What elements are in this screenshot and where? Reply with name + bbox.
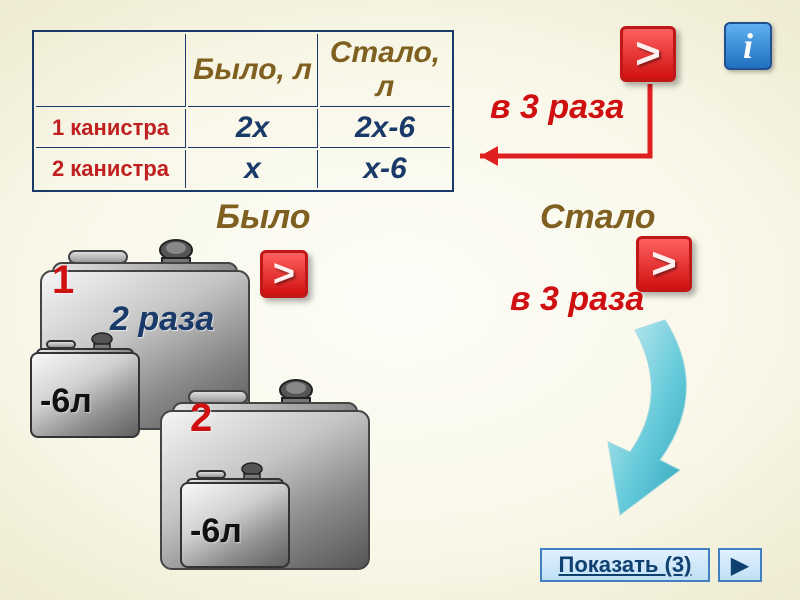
greater-button-3[interactable]: >	[636, 236, 692, 292]
gt-icon: >	[635, 29, 661, 79]
arrow-teal-icon	[500, 300, 720, 530]
canister-2-small: -6л	[180, 460, 290, 568]
show-button[interactable]: Показать (3)	[540, 548, 710, 582]
row1-was: 2x	[188, 109, 318, 148]
row2-label: 2 канистра	[36, 150, 186, 188]
data-table: Было, л Стало, л 1 канистра 2x 2x-6 2 ка…	[32, 30, 454, 192]
info-icon: i	[743, 25, 753, 67]
gt-icon-2: >	[273, 253, 295, 296]
gt-icon-3: >	[651, 239, 677, 289]
table-header-was: Было, л	[188, 34, 318, 107]
nav-next-icon: ▶	[731, 551, 749, 580]
canister-2-small-value: -6л	[190, 512, 242, 551]
canister-2-number: 2	[190, 396, 212, 441]
nav-next-button[interactable]: ▶	[718, 548, 762, 582]
greater-button-1[interactable]: >	[620, 26, 676, 82]
became-label: Стало	[540, 198, 656, 237]
row1-became: 2x-6	[320, 109, 450, 148]
show-button-label: Показать (3)	[559, 552, 692, 578]
canister-1-small-value: -6л	[40, 382, 92, 421]
table-header-became: Стало, л	[320, 34, 450, 107]
times3-label-a: в 3 раза	[490, 88, 624, 127]
info-button[interactable]: i	[724, 22, 772, 70]
row2-was: x	[188, 150, 318, 188]
greater-button-2[interactable]: >	[260, 250, 308, 298]
canister-1-number: 1	[52, 258, 74, 303]
table-header-empty	[36, 34, 186, 107]
row2-became: x-6	[320, 150, 450, 188]
row1-label: 1 канистра	[36, 109, 186, 148]
canister-1-small: -6л	[30, 330, 140, 438]
